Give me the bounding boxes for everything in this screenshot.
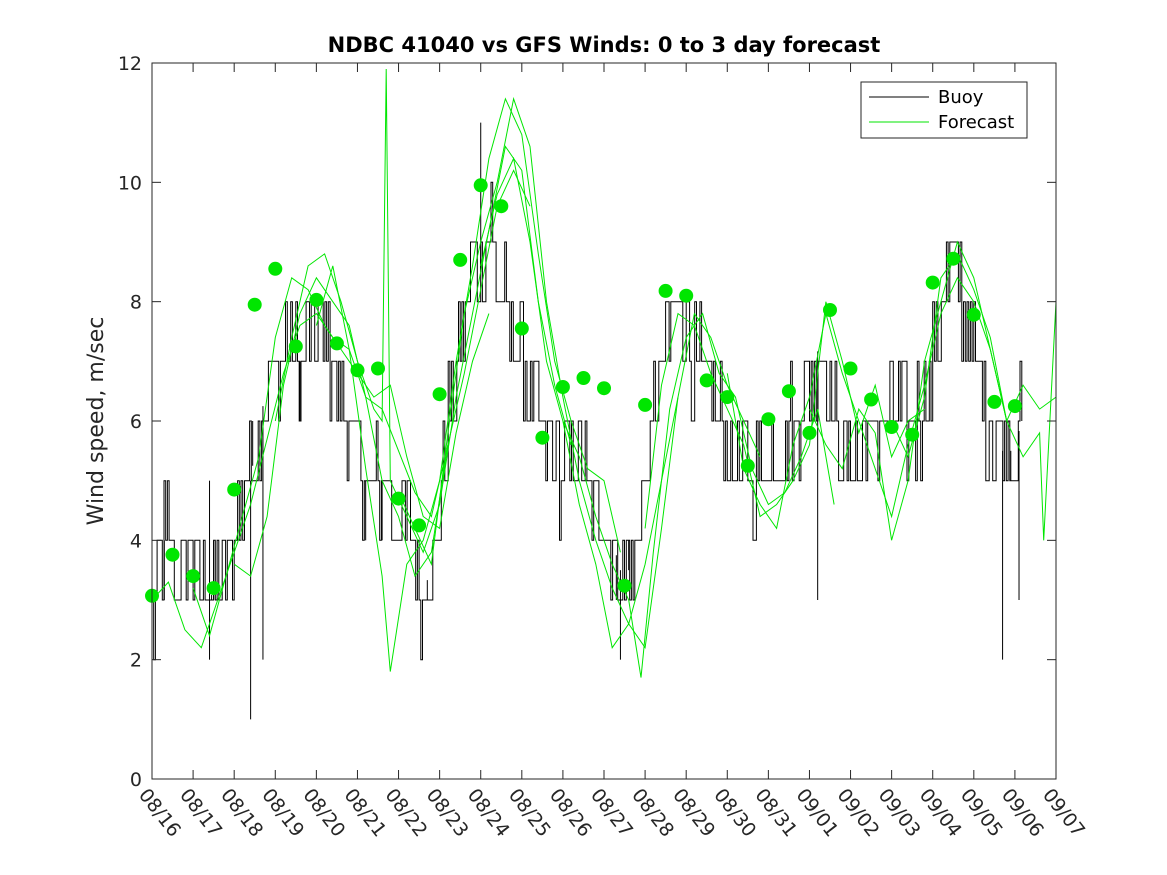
forecast-run-line (480, 156, 761, 650)
forecast-marker (535, 430, 550, 445)
forecast-run-line (726, 276, 1008, 530)
forecast-marker (720, 390, 735, 405)
y-tick-label: 0 (130, 769, 142, 791)
forecast-run-line (233, 169, 531, 578)
forecast-marker (823, 303, 837, 317)
forecast-marker (638, 397, 653, 412)
forecast-marker (206, 581, 221, 596)
forecast-marker (165, 547, 180, 562)
forecast-marker (412, 518, 427, 533)
forecast-marker (453, 252, 468, 267)
y-tick-label: 8 (130, 292, 142, 314)
forecast-marker (597, 381, 611, 396)
forecast-marker (350, 363, 365, 378)
forecast-run-line (398, 96, 679, 626)
forecast-run-line (192, 276, 490, 638)
axis-ticks (151, 62, 1057, 780)
chart-title: NDBC 41040 vs GFS Winds: 0 to 3 day fore… (328, 33, 881, 57)
forecast-marker (186, 569, 201, 584)
forecast-marker (494, 199, 509, 214)
forecast-run-line (891, 252, 1057, 541)
forecast-marker (329, 336, 344, 351)
forecast-marker (268, 261, 283, 276)
forecast-marker (761, 412, 776, 427)
forecast-marker (905, 427, 920, 442)
legend-forecast-label: Forecast (938, 112, 1014, 133)
forecast-marker (740, 458, 755, 473)
forecast-marker (781, 384, 796, 399)
forecast-marker (987, 394, 1002, 409)
forecast-marker (1007, 399, 1022, 414)
forecast-marker (679, 288, 694, 303)
forecast-run-line (151, 312, 449, 649)
forecast-marker (371, 361, 385, 376)
forecast-marker (658, 283, 673, 298)
legend-buoy-label: Buoy (938, 87, 984, 108)
y-tick-labels: 0 2 4 6 8 10 12 (118, 53, 142, 791)
forecast-marker (576, 371, 591, 385)
forecast-marker (925, 275, 940, 290)
forecast-marker (391, 491, 406, 506)
forecast-marker (884, 420, 899, 434)
forecast-marker (617, 578, 632, 593)
y-tick-label: 12 (118, 53, 142, 75)
forecast-marker (514, 321, 529, 336)
buoy-line (152, 181, 1023, 661)
forecast-marker (699, 373, 714, 388)
forecast-marker (843, 361, 858, 376)
forecast-run-line (644, 301, 925, 529)
forecast-markers (145, 178, 1022, 603)
forecast-marker (247, 297, 262, 312)
legend: Buoy Forecast (860, 81, 1028, 139)
forecast-marker (802, 425, 817, 440)
forecast-marker (227, 482, 242, 497)
forecast-run-line (274, 68, 572, 554)
forecast-marker (432, 387, 447, 402)
forecast-marker (473, 178, 488, 193)
y-tick-label: 4 (130, 530, 142, 552)
plot-area (152, 63, 1056, 779)
y-tick-label: 2 (130, 650, 142, 672)
legend-box (860, 81, 1028, 139)
forecast-marker (864, 392, 879, 407)
forecast-marker (946, 251, 961, 266)
y-tick-label: 10 (118, 172, 142, 194)
forecast-marker (309, 292, 324, 307)
y-tick-label: 6 (130, 411, 142, 433)
forecast-marker (555, 380, 570, 394)
forecast-marker (966, 307, 981, 322)
forecast-marker (288, 339, 303, 354)
y-axis-label: Wind speed, m/sec (84, 317, 109, 526)
